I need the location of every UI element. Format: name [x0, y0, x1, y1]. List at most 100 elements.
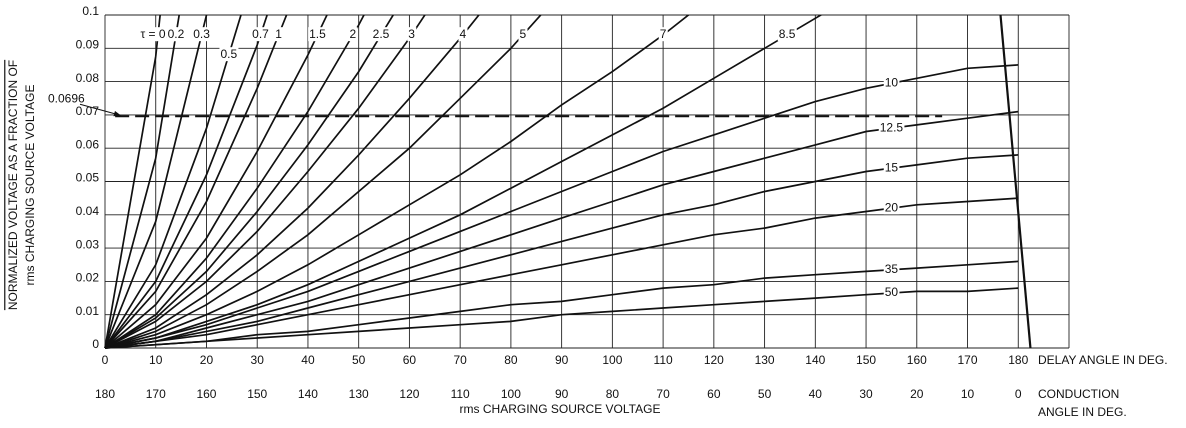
curve-label: 3 — [408, 27, 415, 41]
y-tick-label: 0.03 — [76, 237, 100, 251]
x2-tick-label: 20 — [910, 387, 924, 401]
x-tick-label: 180 — [1008, 353, 1028, 367]
curve — [104, 15, 208, 349]
curve — [104, 15, 181, 349]
x-tick-label: 50 — [352, 353, 366, 367]
curve — [104, 15, 288, 349]
curve — [104, 154, 1019, 349]
x2-tick-label: 10 — [961, 387, 975, 401]
labels: 00.010.020.030.040.050.060.070.080.090.1… — [48, 4, 1029, 401]
x2-tick-label: 90 — [555, 387, 569, 401]
reference-arrow — [79, 103, 121, 117]
y-axis-label: rms CHARGING SOURCE VOLTAGE — [23, 85, 37, 286]
x2-tick-label: 30 — [859, 387, 873, 401]
bottom-label: rms CHARGING SOURCE VOLTAGE — [460, 402, 661, 416]
curve-label: 0.5 — [220, 47, 237, 61]
x-tick-label: 80 — [504, 353, 518, 367]
curve — [104, 15, 690, 349]
curve — [104, 15, 161, 349]
curve — [104, 15, 269, 349]
curve-label-bg — [274, 27, 284, 42]
y-tick-label: 0.08 — [76, 71, 100, 85]
x-tick-label: 60 — [403, 353, 417, 367]
curve-label: 8.5 — [779, 27, 796, 41]
x-tick-label: 40 — [301, 353, 315, 367]
curve — [104, 64, 1019, 349]
curve-label-bg — [883, 160, 900, 175]
curve-label: 10 — [885, 75, 899, 89]
curve-label-bg — [458, 27, 468, 42]
y-tick-label: 0.09 — [76, 37, 100, 51]
curve-label: 7 — [660, 27, 667, 41]
x2-tick-label: 180 — [95, 387, 115, 401]
curve-label-bg — [883, 200, 900, 215]
x-tick-label: 100 — [602, 353, 622, 367]
curve — [104, 15, 395, 349]
curve — [104, 260, 1019, 349]
curve-label-bg — [407, 27, 417, 42]
x2-tick-label: 60 — [707, 387, 721, 401]
x2-tick-label: 100 — [501, 387, 521, 401]
curves — [104, 15, 1032, 349]
curve — [104, 15, 542, 349]
curve-label-bg — [371, 27, 391, 42]
x2-tick-label: 150 — [247, 387, 267, 401]
x-tick-label: 170 — [958, 353, 978, 367]
x-tick-label: 90 — [555, 353, 569, 367]
y-tick-label: 0.1 — [82, 4, 99, 18]
x2-axis-label: ANGLE IN DEG. — [1038, 405, 1127, 419]
x-tick-label: 110 — [654, 353, 673, 367]
x2-axis-label: CONDUCTION — [1038, 387, 1119, 401]
curve-label: 1.5 — [309, 27, 326, 41]
curve — [104, 197, 1019, 349]
x-tick-label: 20 — [200, 353, 214, 367]
x-axis-label: DELAY ANGLE IN DEG. — [1038, 353, 1168, 367]
curve-label: 0.2 — [168, 27, 185, 41]
curve-label-bg — [166, 27, 186, 42]
x-tick-label: 30 — [251, 353, 265, 367]
y-axis-label: NORMALIZED VOLTAGE AS A FRACTION OF — [6, 60, 20, 310]
x-tick-label: 140 — [805, 353, 825, 367]
curve-label-bg — [883, 75, 900, 90]
x2-tick-label: 160 — [196, 387, 216, 401]
curve — [104, 15, 823, 349]
curve-label-bg — [518, 27, 528, 42]
curve-label: 0.7 — [252, 27, 269, 41]
y-tick-label: 0.06 — [76, 137, 100, 151]
curve — [104, 15, 365, 349]
y-tick-label: 0.01 — [76, 304, 100, 318]
curve-label: 5 — [519, 27, 526, 41]
curve-label: 50 — [885, 285, 899, 299]
y-tick-label: 0.04 — [76, 204, 100, 218]
x-tick-label: 10 — [149, 353, 163, 367]
x-tick-label: 160 — [907, 353, 927, 367]
curve-label: 4 — [459, 27, 466, 41]
curve — [104, 287, 1019, 349]
curve-label-bg — [883, 261, 900, 276]
curve — [104, 110, 1019, 349]
boundary-line — [999, 15, 1032, 349]
curve-label: 1 — [275, 27, 282, 41]
x2-tick-label: 120 — [399, 387, 419, 401]
y-tick-label: 0.05 — [76, 171, 100, 185]
curve-label: 20 — [885, 200, 899, 214]
x2-tick-label: 80 — [606, 387, 620, 401]
curve-label: 2.5 — [373, 27, 390, 41]
x-tick-label: 70 — [453, 353, 467, 367]
curve-label-bg — [308, 27, 328, 42]
x2-tick-label: 170 — [146, 387, 166, 401]
curve-label-bg — [251, 27, 271, 42]
curve-label-bg — [883, 285, 900, 300]
curve-label: 2 — [349, 27, 356, 41]
x2-tick-label: 130 — [349, 387, 369, 401]
x2-tick-label: 40 — [809, 387, 823, 401]
curve — [104, 15, 426, 349]
x2-tick-label: 110 — [451, 387, 470, 401]
x-tick-label: 150 — [856, 353, 876, 367]
curve-label: 15 — [885, 160, 899, 174]
curve-label: 0.3 — [193, 27, 210, 41]
x2-tick-label: 70 — [656, 387, 670, 401]
y-tick-label: 0 — [92, 337, 99, 351]
x-tick-label: 120 — [704, 353, 724, 367]
